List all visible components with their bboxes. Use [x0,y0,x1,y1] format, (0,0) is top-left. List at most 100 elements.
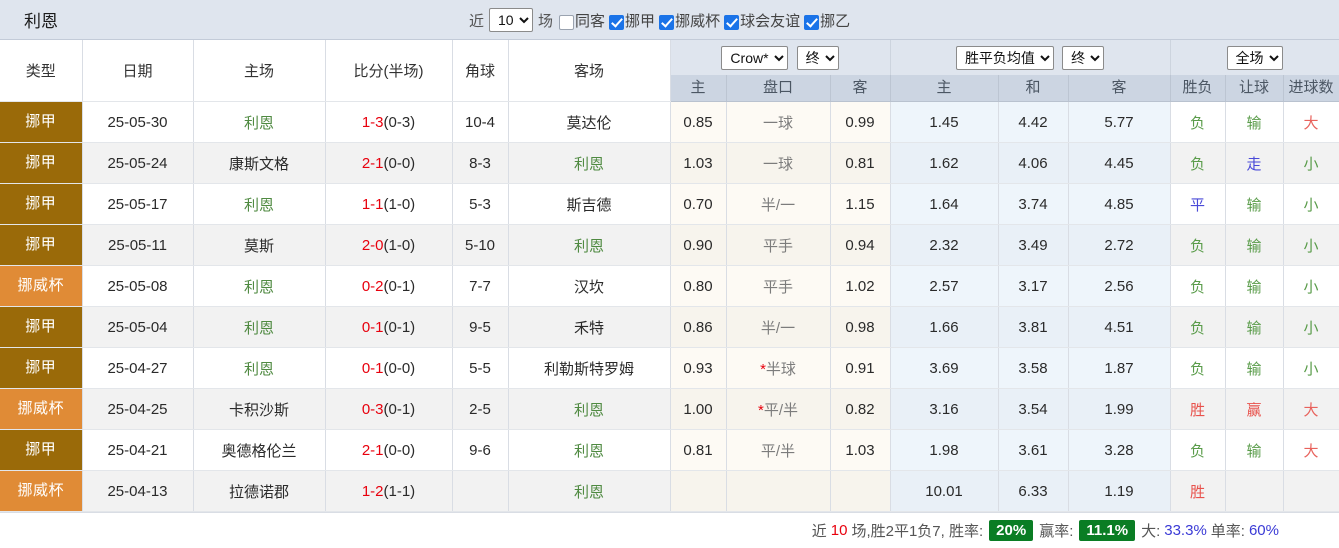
summary-prefix: 近 [811,523,827,540]
away-team[interactable]: 利恩 [508,470,671,512]
asia-home-odds: 1.00 [670,388,727,430]
league-badge-cell[interactable]: 挪甲 [0,347,83,389]
result-badge: 负 [1170,429,1226,471]
corner-score: 5-5 [452,347,509,389]
table-row[interactable]: 挪甲 25-04-27 利恩 0-1(0-0) 5-5 利勒斯特罗姆 0.93 *半球 0.91… [0,347,1339,389]
home-team[interactable]: 利恩 [193,347,326,389]
league-badge-cell[interactable]: 挪甲 [0,429,83,471]
home-team[interactable]: 奥德格伦兰 [193,429,326,471]
table-row[interactable]: 挪甲 25-05-30 利恩 1-3(0-3) 10-4 莫达伦 0.85 一球 0.99 1.4… [0,101,1339,143]
table-row[interactable]: 挪甲 25-05-11 莫斯 2-0(1-0) 5-10 利恩 0.90 平手 0.94 2.32… [0,224,1339,266]
handicap-result-badge: 输 [1225,306,1284,348]
asia-away-odds: 0.94 [830,224,891,266]
match-score[interactable]: 1-3(0-3) [325,101,453,143]
match-score[interactable]: 0-1(0-0) [325,347,453,389]
eu-draw-odds: 3.74 [998,183,1069,225]
col-header-asia-home: 主 [670,75,727,102]
match-score[interactable]: 1-2(1-1) [325,470,453,512]
selector-row: 类型 日期 主场 比分(半场) 角球 客场 Crow* 终 胜平负均值 终 [0,40,1339,102]
filter-checkbox-0[interactable] [609,14,625,30]
home-team[interactable]: 利恩 [193,183,326,225]
match-date: 25-04-21 [82,429,194,471]
home-team[interactable]: 康斯文格 [193,142,326,184]
eu-home-odds: 2.32 [890,224,999,266]
match-score[interactable]: 0-2(0-1) [325,265,453,307]
filter-checkbox-1[interactable] [659,14,675,30]
match-count-select[interactable]: 10 [489,8,534,32]
col-header-asia-away: 客 [830,75,891,102]
league-badge-cell[interactable]: 挪甲 [0,142,83,184]
asia-handicap-line: *平/半 [726,388,831,430]
filter-checkbox-3[interactable] [804,14,820,30]
league-badge-cell[interactable]: 挪甲 [0,224,83,266]
table-row[interactable]: 挪威杯 25-05-08 利恩 0-2(0-1) 7-7 汉坎 0.80 平手 1.02 2.57… [0,265,1339,307]
league-badge-cell[interactable]: 挪甲 [0,101,83,143]
away-team[interactable]: 汉坎 [508,265,671,307]
league-badge: 挪威杯 [0,266,82,306]
bookmaker-select[interactable]: Crow* [721,45,789,70]
eu-away-odds: 2.56 [1068,265,1171,307]
match-score[interactable]: 1-1(1-0) [325,183,453,225]
asia-stage-select[interactable]: 终 [796,45,839,70]
home-team[interactable]: 卡积沙斯 [193,388,326,430]
match-score[interactable]: 0-3(0-1) [325,388,453,430]
match-score[interactable]: 2-1(0-0) [325,429,453,471]
result-badge: 负 [1170,224,1226,266]
table-row[interactable]: 挪威杯 25-04-13 拉德诺郡 1-2(1-1) 利恩 10.01 6.33 1.19 胜 [0,470,1339,512]
eu-draw-odds: 4.06 [998,142,1069,184]
col-header-home: 主场 [193,40,326,102]
league-badge-cell[interactable]: 挪威杯 [0,388,83,430]
home-team[interactable]: 莫斯 [193,224,326,266]
table-row[interactable]: 挪甲 25-05-24 康斯文格 2-1(0-0) 8-3 利恩 1.03 一球 0.81 1.6… [0,142,1339,184]
table-row[interactable]: 挪甲 25-04-21 奥德格伦兰 2-1(0-0) 9-6 利恩 0.81 平/半 1.03 1… [0,429,1339,471]
goals-result-badge: 大 [1283,388,1339,430]
scope-select[interactable]: 全场 [1226,45,1283,70]
col-header-eu-draw: 和 [998,75,1069,102]
col-header-type: 类型 [0,40,83,102]
home-team[interactable]: 利恩 [193,101,326,143]
filter-checkbox-2[interactable] [724,14,740,30]
match-score[interactable]: 2-1(0-0) [325,142,453,184]
away-team[interactable]: 利恩 [508,388,671,430]
team-title: 利恩 [24,12,58,31]
asia-away-odds: 1.15 [830,183,891,225]
away-team[interactable]: 禾特 [508,306,671,348]
eu-stage-select[interactable]: 终 [1062,45,1105,70]
match-date: 25-05-17 [82,183,194,225]
away-team[interactable]: 利恩 [508,429,671,471]
league-badge-cell[interactable]: 挪威杯 [0,265,83,307]
table-row[interactable]: 挪甲 25-05-04 利恩 0-1(0-1) 9-5 禾特 0.86 半/一 0.98 1.66… [0,306,1339,348]
away-team[interactable]: 利恩 [508,142,671,184]
league-badge: 挪甲 [0,225,82,265]
match-score[interactable]: 2-0(1-0) [325,224,453,266]
col-header-handicap-result: 让球 [1225,75,1284,102]
eu-type-select[interactable]: 胜平负均值 [955,45,1054,70]
away-team[interactable]: 利恩 [508,224,671,266]
result-badge: 负 [1170,101,1226,143]
match-score[interactable]: 0-1(0-1) [325,306,453,348]
away-team[interactable]: 斯吉德 [508,183,671,225]
same-away-checkbox[interactable] [559,14,575,30]
table-row[interactable]: 挪甲 25-05-17 利恩 1-1(1-0) 5-3 斯吉德 0.70 半/一 1.15 1.6… [0,183,1339,225]
table-row[interactable]: 挪威杯 25-04-25 卡积沙斯 0-3(0-1) 2-5 利恩 1.00 *平/半 0.82… [0,388,1339,430]
handicap-result-badge: 输 [1225,265,1284,307]
away-team[interactable]: 利勒斯特罗姆 [508,347,671,389]
col-header-corner: 角球 [452,40,509,102]
league-badge-cell[interactable]: 挪甲 [0,183,83,225]
eu-home-odds: 3.69 [890,347,999,389]
filter-label-3: 挪乙 [820,12,851,30]
eu-draw-odds: 3.49 [998,224,1069,266]
league-badge-cell[interactable]: 挪威杯 [0,470,83,512]
corner-score: 5-10 [452,224,509,266]
handicap-result-badge: 输 [1225,429,1284,471]
league-badge-cell[interactable]: 挪甲 [0,306,83,348]
big-label: 大: [1141,523,1161,540]
home-team[interactable]: 拉德诺郡 [193,470,326,512]
goals-result-badge: 小 [1283,224,1339,266]
away-team[interactable]: 莫达伦 [508,101,671,143]
asia-home-odds: 0.81 [670,429,727,471]
eu-draw-odds: 3.81 [998,306,1069,348]
home-team[interactable]: 利恩 [193,306,326,348]
home-team[interactable]: 利恩 [193,265,326,307]
